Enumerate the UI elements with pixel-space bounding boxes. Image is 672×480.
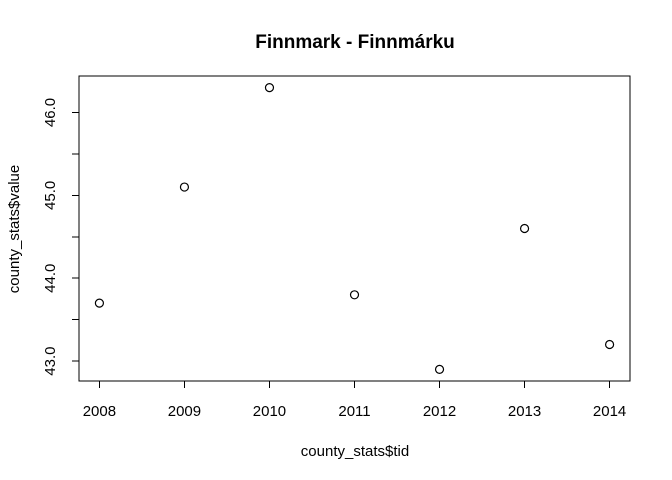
y-axis-label: county_stats$value bbox=[6, 165, 23, 293]
x-tick-label: 2008 bbox=[83, 403, 116, 420]
x-axis-label: county_stats$tid bbox=[301, 443, 409, 460]
x-tick-label: 2010 bbox=[253, 403, 286, 420]
data-point bbox=[604, 339, 615, 350]
data-point bbox=[434, 364, 445, 374]
x-tick-label: 2009 bbox=[168, 403, 201, 420]
x-tick-label: 2013 bbox=[508, 403, 541, 420]
plot-area-border bbox=[78, 75, 631, 382]
x-tick-label: 2012 bbox=[423, 403, 456, 420]
y-tick-label: 46.0 bbox=[42, 98, 59, 127]
data-point bbox=[264, 83, 275, 93]
y-tick-label: 43.0 bbox=[42, 347, 59, 376]
x-tick-label: 2014 bbox=[593, 403, 626, 420]
y-axis: 43.0 44.0 45.0 46.0 bbox=[42, 98, 80, 376]
chart-title: Finnmark - Finnmárku bbox=[255, 32, 455, 53]
data-point bbox=[349, 290, 360, 300]
y-tick-label: 44.0 bbox=[42, 264, 59, 293]
data-point bbox=[94, 298, 105, 308]
data-point bbox=[519, 223, 530, 234]
x-tick-label: 2011 bbox=[338, 403, 370, 420]
data-point bbox=[179, 182, 190, 192]
x-axis: 2008 2009 2010 2011 2012 2013 2014 bbox=[83, 380, 626, 420]
data-points bbox=[94, 83, 615, 374]
y-tick-label: 45.0 bbox=[42, 181, 59, 210]
